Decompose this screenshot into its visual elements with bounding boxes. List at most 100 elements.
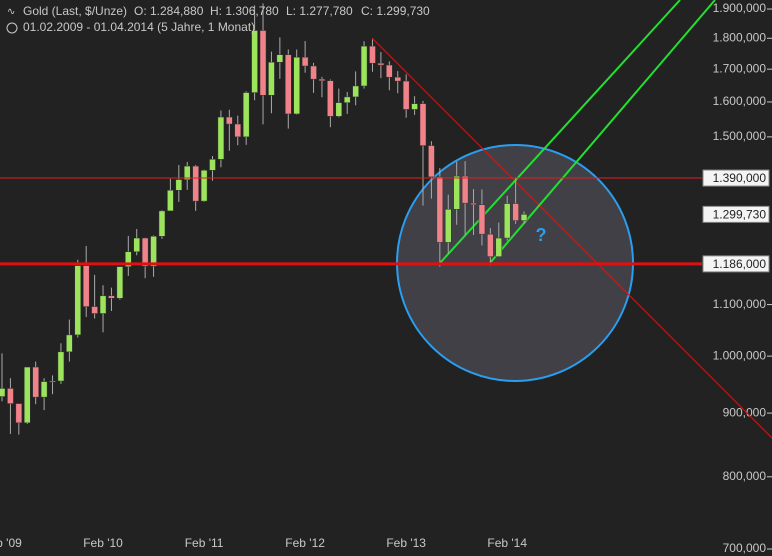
candle-body — [217, 116, 225, 160]
candle-body — [402, 80, 410, 110]
candle-body — [377, 62, 385, 66]
candle-body — [74, 265, 82, 336]
candle-body — [343, 96, 351, 103]
candle-body — [24, 366, 31, 424]
price-box — [702, 205, 770, 223]
candle-body — [49, 380, 56, 383]
candle-body — [411, 103, 418, 110]
candle-body — [91, 306, 98, 314]
candle-body — [453, 175, 460, 210]
candle-body — [276, 54, 284, 63]
candle-body — [369, 45, 376, 64]
candle-body — [394, 76, 401, 82]
candle-body — [360, 45, 368, 87]
symbol-icon: ∿ — [7, 7, 15, 18]
candle-body — [445, 209, 452, 243]
candle-body — [512, 203, 519, 221]
y-tick-label: 900,000 — [723, 405, 767, 419]
downtrend-line — [371, 37, 772, 439]
candle-body — [200, 170, 208, 202]
ohlc-low: L: 1.277,780 — [286, 4, 353, 18]
candle-body — [226, 116, 233, 125]
candle-body — [167, 189, 174, 212]
candle-body — [57, 351, 65, 382]
candle-body — [116, 266, 124, 299]
x-tick-label: Feb '13 — [386, 536, 426, 550]
candle-body — [487, 233, 494, 257]
candle-body — [285, 54, 292, 115]
candle-body — [183, 165, 191, 180]
candle-body — [318, 78, 326, 82]
candle-body — [310, 65, 317, 80]
candle-body — [209, 159, 216, 171]
x-tick-label: Feb '12 — [285, 536, 325, 550]
candle-body — [436, 176, 444, 243]
candle-body — [150, 236, 157, 267]
candle-body — [66, 334, 73, 353]
y-tick-label: 800,000 — [723, 469, 767, 483]
price-box-label: 1.390,000 — [713, 171, 767, 185]
candle-body — [82, 265, 90, 307]
price-box-label: 1.299,730 — [713, 208, 767, 222]
candle-body — [234, 123, 242, 138]
candle-body — [108, 295, 115, 299]
candle-body — [301, 56, 309, 67]
candle-body — [158, 210, 166, 237]
candle-body — [242, 92, 250, 138]
chart-title: Gold (Last, $/Unze) — [23, 4, 127, 18]
candle-body — [192, 165, 199, 202]
ohlc-close: C: 1.299,730 — [361, 4, 430, 18]
candle-body — [428, 145, 435, 178]
candle-body — [386, 64, 393, 78]
candle-body — [503, 203, 511, 239]
candle-body — [461, 175, 469, 204]
y-tick-label: 1.500,000 — [713, 129, 767, 143]
price-box — [702, 255, 770, 273]
annotation: ? — [536, 225, 547, 245]
candle-body — [40, 381, 48, 398]
candle-body — [520, 214, 528, 221]
y-tick-label: 1.700,000 — [713, 61, 767, 75]
candle-body — [125, 251, 132, 267]
candle-body — [335, 102, 343, 117]
candle-body — [15, 403, 23, 424]
header: ∿ Gold (Last, $/Unze) O: 1.284,880 H: 1.… — [6, 4, 430, 34]
x-tick-label: Feb '11 — [185, 536, 224, 550]
candle-body — [268, 61, 275, 96]
y-tick-label: 1.000,000 — [713, 348, 767, 362]
candle-body — [470, 202, 477, 206]
ohlc-open: O: 1.284,880 — [134, 4, 204, 18]
candle-body — [352, 85, 359, 98]
y-tick-label: 1.100,000 — [713, 297, 767, 311]
price-box — [702, 169, 770, 187]
candle-body — [327, 80, 334, 117]
candle-body — [251, 30, 258, 93]
clock-icon — [6, 22, 18, 34]
ohlc-high: H: 1.306,780 — [210, 4, 279, 18]
candle-body — [259, 30, 267, 96]
y-tick-label: 1.600,000 — [713, 94, 767, 108]
x-tick-label: Feb '09 — [0, 536, 22, 550]
y-tick-label: 700,000 — [723, 541, 767, 555]
candle-body — [175, 179, 183, 191]
candle-body — [478, 204, 486, 235]
chart-subtitle: 01.02.2009 - 01.04.2014 (5 Jahre, 1 Mona… — [23, 20, 255, 34]
candle-body — [0, 388, 6, 397]
candle-body — [495, 237, 503, 257]
price-box-label: 1.186,000 — [713, 257, 767, 271]
candle-body — [133, 237, 140, 252]
candle-body — [99, 295, 107, 314]
candle-body — [141, 237, 149, 267]
channel-line — [489, 0, 716, 264]
candle-body — [419, 103, 427, 146]
y-tick-label: 1.900,000 — [713, 1, 767, 15]
x-tick-label: Feb '10 — [83, 536, 123, 550]
y-tick-label: 1.800,000 — [713, 30, 767, 44]
x-tick-label: Feb '14 — [487, 536, 527, 550]
candle-body — [7, 388, 14, 404]
candle-body — [293, 56, 300, 115]
candle-body — [32, 366, 39, 398]
